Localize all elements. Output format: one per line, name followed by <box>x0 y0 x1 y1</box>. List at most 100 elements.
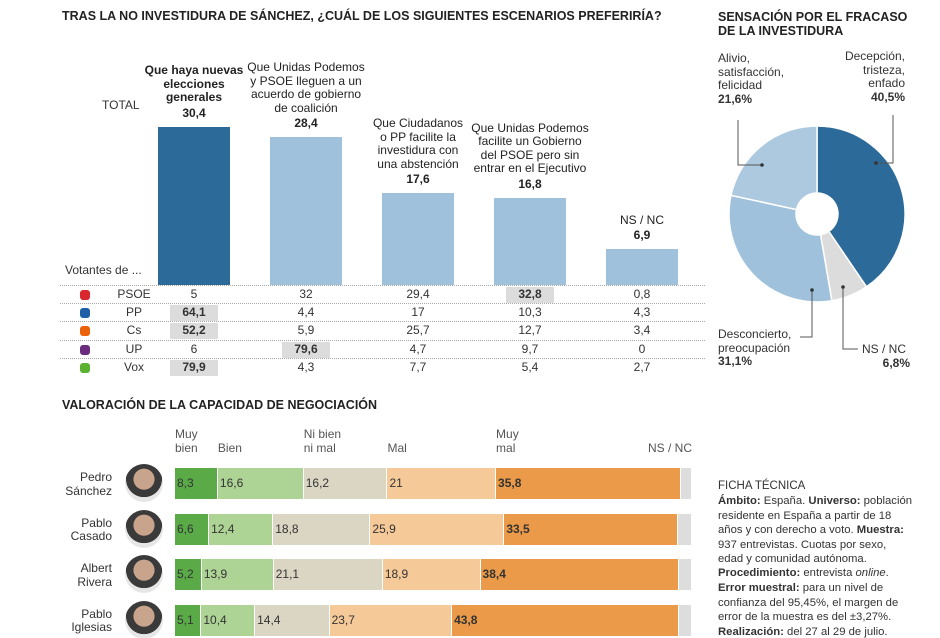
ficha-text: Procedimiento: <box>718 567 801 579</box>
value-label: 5,2 <box>177 567 194 581</box>
ficha-text: para un nivel de confianza del 95,45%, e… <box>718 582 899 623</box>
slice-label: Alivio, satisfacción, felicidad 21,6% <box>718 51 784 106</box>
party-icon <box>80 344 90 355</box>
legend-label: NS / NC <box>647 440 692 455</box>
table-cell: 5,9 <box>297 323 315 338</box>
bar-segment <box>681 468 692 499</box>
row-label: Pablo Iglesias <box>71 606 112 634</box>
photo <box>125 555 163 593</box>
bar <box>270 137 342 285</box>
table-cell: 2,7 <box>633 359 651 374</box>
leader-dot <box>841 285 845 289</box>
cell-highlight <box>170 305 218 322</box>
row-separator <box>60 357 705 359</box>
table-cell: 4,3 <box>633 305 651 320</box>
category-label: Que Ciudadanos o PP facilite la investid… <box>372 116 464 171</box>
chart-title: SENSACIÓN POR EL FRACASO DE LA INVESTIDU… <box>718 10 908 38</box>
legend-label: Bien <box>217 440 242 455</box>
leader-line <box>737 120 762 166</box>
party-name: UP <box>125 341 143 356</box>
ficha-text: Ámbito: <box>718 495 761 507</box>
legend-label: Muy bien <box>175 427 198 455</box>
category-label: Que haya nuevas elecciones generales <box>144 63 244 105</box>
bar <box>494 197 566 285</box>
table-cell: 7,7 <box>409 359 427 374</box>
donut-slice <box>816 125 906 288</box>
photo <box>125 509 163 548</box>
row-separator <box>60 321 705 323</box>
value-label: 8,3 <box>177 476 194 490</box>
table-cell: 32,8 <box>518 287 542 301</box>
ficha-text: . <box>885 567 889 579</box>
row-separator <box>60 303 705 305</box>
ficha-text: España. <box>760 495 809 507</box>
table-cell: 5 <box>190 287 198 301</box>
value-label: 43,8 <box>454 612 478 627</box>
table-cell: 32 <box>299 287 313 301</box>
cell-highlight <box>170 323 218 340</box>
value-label: 6,6 <box>177 521 194 536</box>
party-icon <box>80 290 90 300</box>
ficha-paragraph: Ámbito: España. Universo: población resi… <box>718 494 914 567</box>
donut-slice <box>730 125 818 211</box>
bar-segment <box>679 559 692 590</box>
table-cell: 4,3 <box>297 359 315 374</box>
category-label: NS / NC <box>619 212 664 227</box>
bar-segment <box>329 604 453 636</box>
row-label: Albert Rivera <box>77 561 112 589</box>
total-label: TOTAL <box>102 98 140 112</box>
value-label: 21 <box>389 476 403 490</box>
bar-segment <box>175 559 202 590</box>
slice-value: 21,6% <box>718 91 753 106</box>
bar-segment <box>504 513 678 545</box>
legend-label: Muy mal <box>496 427 519 455</box>
value-label: 38,4 <box>482 567 506 581</box>
party-name: PSOE <box>117 287 151 301</box>
chart-title: VALORACIÓN DE LA CAPACIDAD DE NEGOCIACIÓ… <box>62 398 378 412</box>
bar-segment <box>255 604 330 636</box>
party-name: Cs <box>126 323 142 338</box>
slice-label: NS / NC 6,8% <box>862 342 910 370</box>
table-cell: 9,7 <box>521 341 539 356</box>
table-cell: 64,1 <box>182 305 206 320</box>
value-label: 10,4 <box>203 612 227 627</box>
chart-title: TRAS LA NO INVESTIDURA DE SÁNCHEZ, ¿CUÁL… <box>62 9 662 23</box>
slice-value: 6,8% <box>882 355 910 370</box>
table-cell: 4,7 <box>409 341 427 356</box>
cell-highlight <box>282 341 330 358</box>
ficha-paragraph: Realización: del 27 al 29 de julio. <box>718 625 914 638</box>
value-label: 16,8 <box>518 176 542 191</box>
table-cell: 3,4 <box>633 323 651 338</box>
cell-highlight <box>170 359 218 376</box>
leader-dot <box>874 161 878 165</box>
value-label: 33,5 <box>506 521 530 536</box>
table-cell: 4,4 <box>297 305 315 320</box>
row-label: Pablo Casado <box>70 515 112 543</box>
bar-segment <box>175 468 218 499</box>
ficha-text: población residente en España a partir d… <box>718 495 913 536</box>
ficha-text: 937 entrevistas. Cuotas por sexo, edad y… <box>718 538 887 566</box>
row-separator <box>60 285 705 286</box>
slice-value: 31,1% <box>718 354 753 368</box>
bar-segment <box>387 468 497 499</box>
party-icon <box>80 362 90 373</box>
photo <box>125 600 163 638</box>
bar-segment <box>273 559 383 590</box>
table-cell: 0 <box>638 341 646 356</box>
table-cell: 52,2 <box>182 323 206 338</box>
bar-segment <box>217 468 304 499</box>
leader-line <box>842 287 858 350</box>
value-label: 14,4 <box>257 612 281 627</box>
table-cell: 17 <box>411 305 425 320</box>
ficha-text: Universo: <box>808 495 861 507</box>
value-label: 16,2 <box>305 476 330 490</box>
bar <box>606 249 678 285</box>
value-label: 35,8 <box>498 476 522 490</box>
value-label: 18,9 <box>384 567 409 581</box>
bar-segment <box>175 513 210 545</box>
value-label: 21,1 <box>275 567 300 581</box>
bar-segment <box>382 559 481 590</box>
cell-highlight <box>506 287 554 303</box>
bar-segment <box>201 559 274 590</box>
